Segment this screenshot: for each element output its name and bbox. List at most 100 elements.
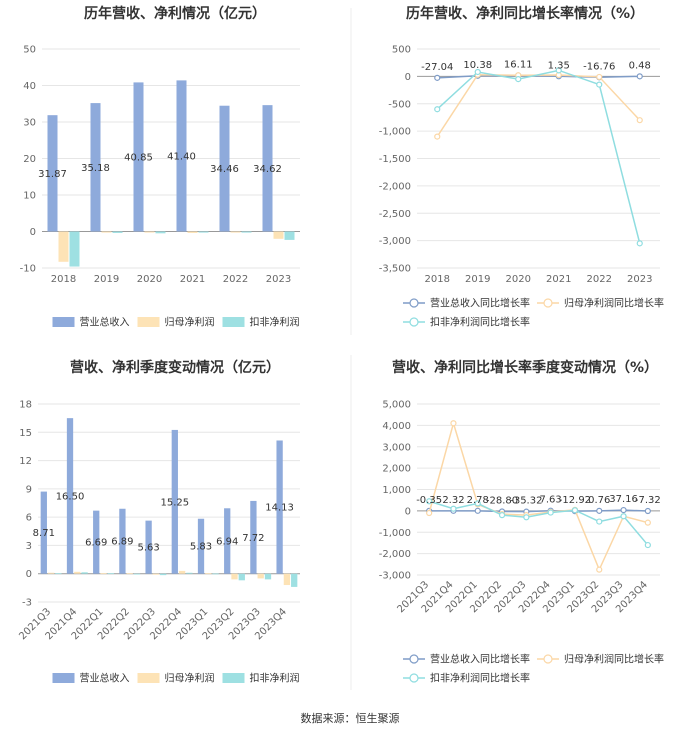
data-label: 34.46 <box>210 164 239 175</box>
y-tick-label: -3,500 <box>379 264 411 275</box>
bar-deducted <box>69 231 80 267</box>
x-tick-label: 2018 <box>425 274 450 285</box>
data-label: 2.32 <box>442 495 464 506</box>
series-point <box>515 76 522 83</box>
x-tick-label: 2019 <box>465 274 490 285</box>
series-point <box>474 68 481 76</box>
data-label: 34.62 <box>253 164 282 175</box>
y-tick-label: 3,000 <box>382 442 411 453</box>
series-point <box>450 505 457 512</box>
y-tick-label: 6 <box>26 513 32 524</box>
annual-growth-chart: 历年营收、净利同比增长率情况（%） -3,500 -3,000 -2,500 -2,00… <box>379 5 664 329</box>
annual-values-chart: 历年营收、净利情况（亿元） -10 0 10 20 30 40 50 2018 2019 2020 2… <box>20 5 300 329</box>
y-tick-label: -10 <box>20 264 36 275</box>
data-label: -0.35 <box>416 495 442 506</box>
series-point <box>596 73 603 81</box>
bar-netprofit <box>47 572 55 574</box>
legend-label: 扣非净利润 <box>250 672 300 685</box>
x-tick-label: 2022 <box>223 274 248 285</box>
y-tick-label: 0 <box>405 72 411 83</box>
legend-label: 归母净利润同比增长率 <box>564 297 664 310</box>
annual-growth-title: 历年营收、净利同比增长率情况（%） <box>406 5 644 22</box>
data-label: -16.76 <box>583 61 615 72</box>
data-label: 16.50 <box>56 491 85 502</box>
series-point <box>523 514 530 521</box>
x-tick-label: 2019 <box>94 274 119 285</box>
data-label: 2.78 <box>467 495 489 506</box>
bar-netprofit <box>257 573 264 579</box>
series-line <box>428 420 649 572</box>
series-point <box>547 509 554 516</box>
data-label: 40.85 <box>124 152 153 163</box>
data-label: 5.63 <box>137 543 159 554</box>
legend-marker <box>409 654 419 664</box>
bar-revenue <box>276 440 283 574</box>
legend-label: 扣非净利润 <box>250 316 300 329</box>
data-label: 6.69 <box>85 538 107 549</box>
legend-swatch <box>137 673 160 683</box>
legend-label: 归母净利润同比增长率 <box>564 653 664 666</box>
bar-netprofit <box>58 231 69 262</box>
series-point <box>636 73 643 80</box>
series-point <box>426 498 433 505</box>
series-point <box>596 518 603 525</box>
y-tick-label: 9 <box>26 484 32 495</box>
legend-label: 扣非净利润同比增长率 <box>430 316 530 329</box>
data-label: 41.40 <box>167 151 196 162</box>
data-label: -35.32 <box>510 496 542 507</box>
legend-marker <box>409 298 419 308</box>
y-tick-label: 5,000 <box>382 400 411 411</box>
bar-revenue <box>66 418 74 574</box>
y-tick-label: 500 <box>392 45 411 56</box>
data-label: -12.92 <box>559 495 591 506</box>
bar-netprofit <box>100 573 107 575</box>
bar-netprofit <box>126 573 133 575</box>
series-line <box>437 74 640 79</box>
bar-deducted <box>198 231 209 233</box>
series-point <box>498 512 506 519</box>
x-tick-label: 2021 <box>546 274 571 285</box>
x-tick-label: 2020 <box>506 274 531 285</box>
data-label: 14.13 <box>265 503 294 514</box>
bar-deducted <box>238 573 245 581</box>
legend-label: 归母净利润 <box>165 672 215 685</box>
bar-revenue <box>90 103 101 232</box>
legend-label: 营业总收入同比增长率 <box>430 653 530 666</box>
bar-deducted <box>160 573 167 576</box>
bar-revenue <box>40 491 47 574</box>
y-tick-label: 40 <box>23 81 36 92</box>
y-tick-label: -500 <box>388 99 411 110</box>
y-tick-label: 10 <box>23 191 36 202</box>
y-tick-label: 4,000 <box>382 421 411 432</box>
data-label: 6.94 <box>216 536 238 547</box>
bar-deducted <box>55 573 62 575</box>
bar-revenue <box>262 105 273 232</box>
bar-netprofit <box>178 570 186 574</box>
legend-marker <box>543 298 553 308</box>
quarterly-growth-chart: 营收、净利同比增长率季度变动情况（%） -3,000 -2,000 -1,000 0 1,… <box>379 359 664 685</box>
legend-swatch <box>137 317 160 327</box>
data-label: 16.11 <box>504 59 533 70</box>
y-tick-label: -2,000 <box>379 181 411 192</box>
data-source: 数据来源：恒生聚源 <box>301 711 400 725</box>
series-point <box>620 506 627 514</box>
series-point <box>596 566 603 573</box>
data-label: 0.76 <box>588 495 610 506</box>
bar-netprofit <box>152 573 160 575</box>
quarterly-growth-title: 营收、净利同比增长率季度变动情况（%） <box>392 359 658 376</box>
bar-deducted <box>155 231 166 234</box>
y-tick-label: 0 <box>405 506 411 517</box>
bar-netprofit <box>74 571 81 574</box>
bar-netprofit <box>101 231 112 233</box>
legend-marker <box>409 317 419 327</box>
bar-revenue <box>133 82 144 232</box>
annual-values-title: 历年营收、净利情况（亿元） <box>84 5 266 22</box>
x-tick-label: 2018 <box>51 274 76 285</box>
legend-label: 扣非净利润同比增长率 <box>430 672 530 685</box>
legend-label: 营业总收入同比增长率 <box>430 297 530 310</box>
bar-revenue <box>145 520 152 574</box>
quarterly-values-chart: 营收、净利季度变动情况（亿元）-303691215182021Q32021Q42… <box>17 359 300 685</box>
legend-marker <box>409 673 419 683</box>
legend-label: 营业总收入 <box>80 316 130 329</box>
y-tick-label: -1,000 <box>379 127 411 138</box>
